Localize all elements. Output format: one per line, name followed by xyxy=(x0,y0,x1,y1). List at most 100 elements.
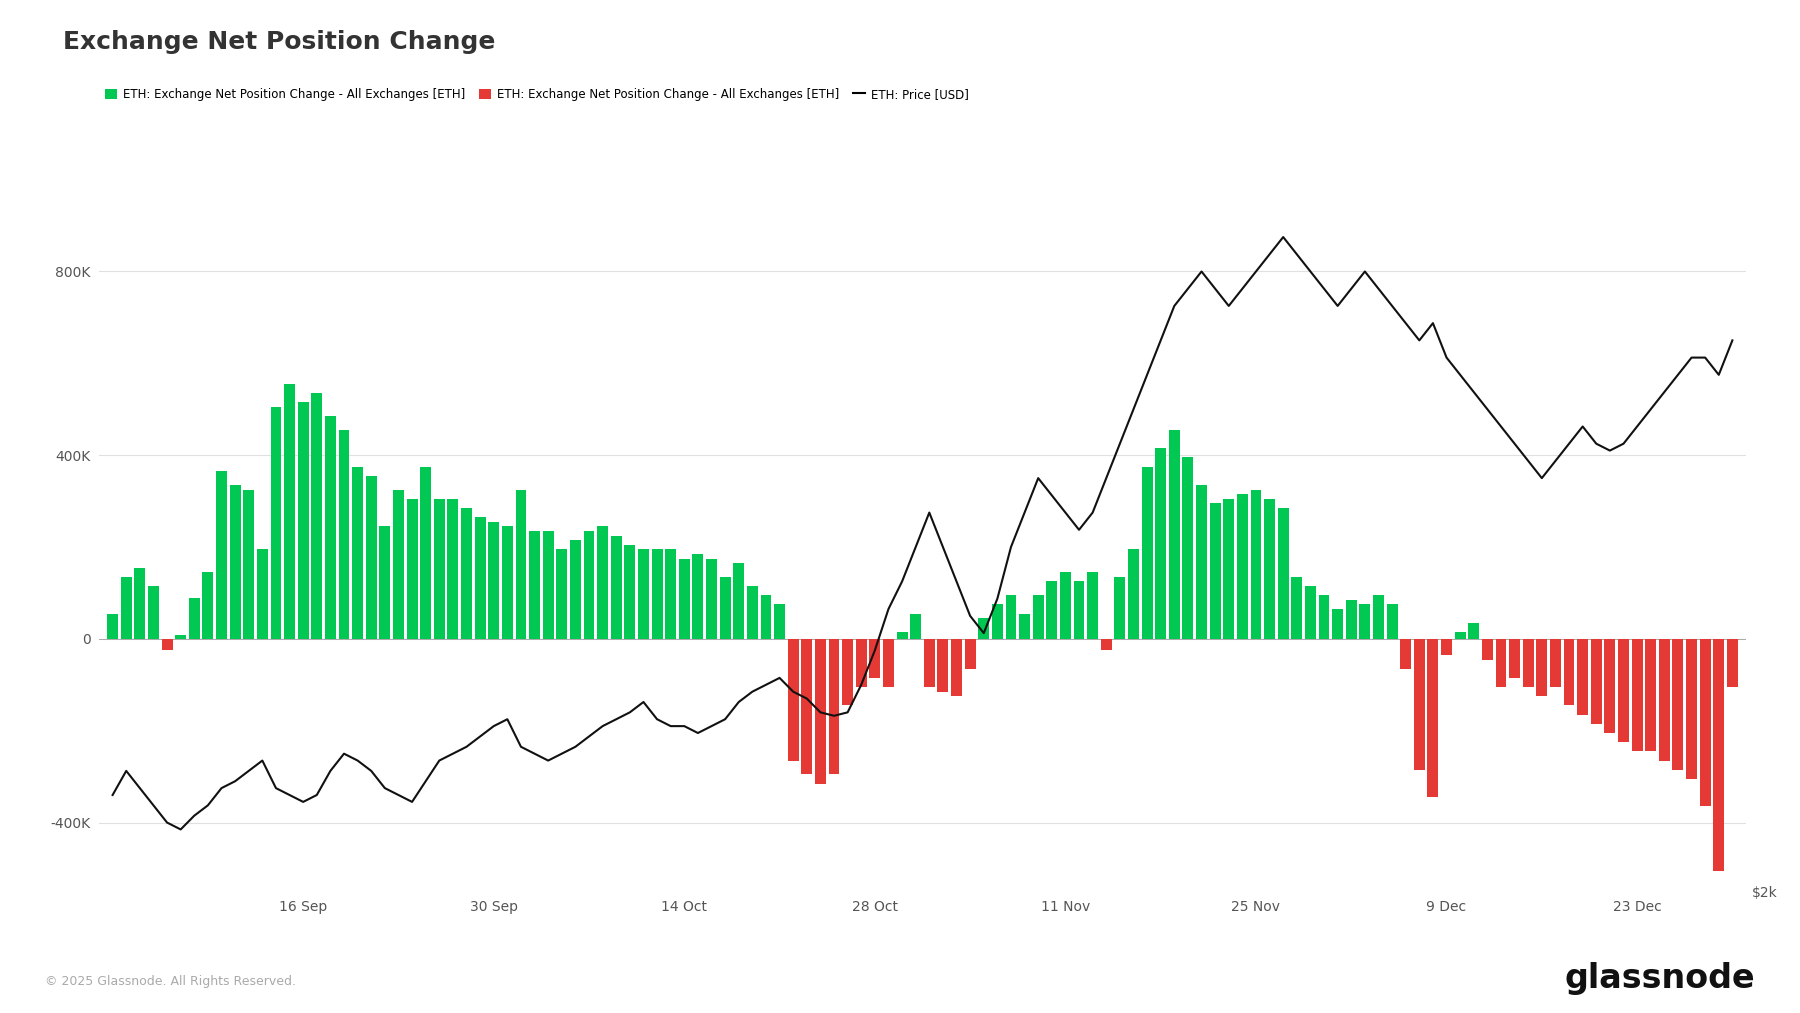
Bar xyxy=(108,614,119,639)
Bar xyxy=(1508,639,1519,678)
Bar xyxy=(407,498,418,639)
Bar xyxy=(1726,639,1737,687)
Bar xyxy=(855,639,866,687)
Bar xyxy=(1550,639,1561,687)
Bar xyxy=(1386,605,1397,639)
Bar xyxy=(1141,467,1152,639)
Bar xyxy=(992,605,1003,639)
Bar xyxy=(652,549,662,639)
Bar xyxy=(761,596,772,639)
Bar xyxy=(1114,576,1125,639)
Bar xyxy=(1046,581,1057,639)
Bar xyxy=(1129,549,1139,639)
Bar xyxy=(1604,639,1615,733)
Bar xyxy=(1427,639,1438,797)
Bar xyxy=(869,639,880,678)
Bar xyxy=(297,402,308,639)
Bar xyxy=(1699,639,1710,806)
Bar xyxy=(1496,639,1507,687)
Bar xyxy=(1291,576,1301,639)
Bar xyxy=(571,540,581,639)
Bar xyxy=(338,430,349,639)
Bar xyxy=(257,549,268,639)
Bar xyxy=(637,549,650,639)
Bar xyxy=(353,467,364,639)
Bar xyxy=(1305,587,1316,639)
Bar xyxy=(1210,503,1220,639)
Bar xyxy=(1033,596,1044,639)
Bar xyxy=(896,632,907,639)
Bar xyxy=(1156,449,1166,639)
Bar xyxy=(448,498,459,639)
Bar xyxy=(1564,639,1575,705)
Bar xyxy=(1359,605,1370,639)
Bar xyxy=(1537,639,1548,696)
Bar xyxy=(461,508,472,639)
Bar xyxy=(842,639,853,705)
Bar xyxy=(679,558,689,639)
Bar xyxy=(1631,639,1643,752)
Bar xyxy=(1195,485,1208,639)
Bar xyxy=(1618,639,1629,743)
Bar xyxy=(923,639,934,687)
Bar xyxy=(706,558,716,639)
Bar xyxy=(216,471,227,639)
Bar xyxy=(419,467,432,639)
Bar xyxy=(1400,639,1411,669)
Bar xyxy=(284,384,295,639)
Bar xyxy=(1714,639,1724,871)
Bar xyxy=(774,605,785,639)
Text: glassnode: glassnode xyxy=(1564,961,1755,995)
Bar xyxy=(884,639,895,687)
Bar xyxy=(1087,572,1098,639)
Bar xyxy=(1319,596,1330,639)
Bar xyxy=(202,572,214,639)
Bar xyxy=(544,531,554,639)
Bar xyxy=(1672,639,1683,770)
Text: © 2025 Glassnode. All Rights Reserved.: © 2025 Glassnode. All Rights Reserved. xyxy=(45,975,295,988)
Bar xyxy=(1332,609,1343,639)
Bar xyxy=(965,639,976,669)
Bar xyxy=(1442,639,1453,655)
Bar xyxy=(911,614,922,639)
Bar xyxy=(625,545,635,639)
Bar xyxy=(1687,639,1697,779)
Bar xyxy=(1006,596,1017,639)
Bar xyxy=(1102,639,1112,650)
Bar xyxy=(1237,494,1247,639)
Bar xyxy=(801,639,812,774)
Bar xyxy=(1224,498,1235,639)
Bar xyxy=(529,531,540,639)
Bar xyxy=(828,639,839,774)
Bar xyxy=(610,536,621,639)
Bar xyxy=(733,563,743,639)
Bar xyxy=(693,554,704,639)
Bar xyxy=(1251,489,1262,639)
Bar xyxy=(135,567,146,639)
Bar xyxy=(1373,596,1384,639)
Bar xyxy=(1481,639,1492,659)
Bar xyxy=(311,393,322,639)
Bar xyxy=(488,522,499,639)
Bar xyxy=(598,527,608,639)
Bar xyxy=(270,407,281,639)
Bar xyxy=(747,587,758,639)
Bar xyxy=(1591,639,1602,724)
Bar xyxy=(1454,632,1465,639)
Bar xyxy=(475,518,486,639)
Bar xyxy=(1645,639,1656,752)
Bar xyxy=(815,639,826,783)
Bar xyxy=(243,489,254,639)
Bar xyxy=(1168,430,1179,639)
Bar xyxy=(788,639,799,761)
Bar xyxy=(1183,458,1193,639)
Bar xyxy=(189,599,200,639)
Bar xyxy=(326,416,337,639)
Bar xyxy=(1073,581,1084,639)
Bar xyxy=(938,639,949,692)
Bar xyxy=(175,635,185,639)
Bar xyxy=(1278,508,1289,639)
Bar xyxy=(1469,623,1480,639)
Bar xyxy=(365,476,376,639)
Bar xyxy=(720,576,731,639)
